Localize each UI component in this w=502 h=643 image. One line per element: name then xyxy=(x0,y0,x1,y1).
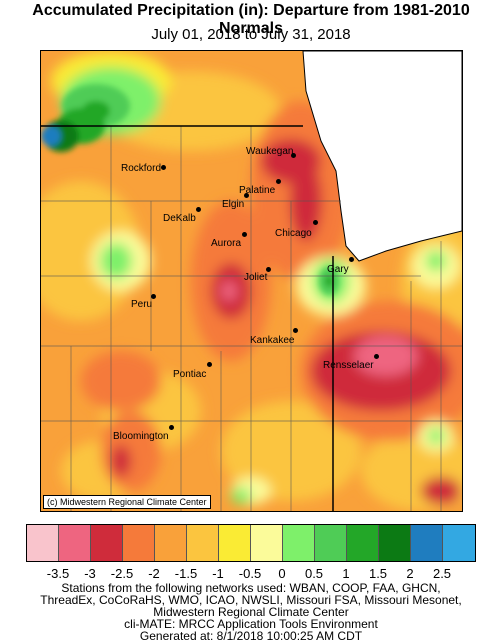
legend-tick-label: -0.5 xyxy=(238,566,262,581)
city-marker xyxy=(374,354,379,359)
city-label: DeKalb xyxy=(163,213,196,224)
city-marker xyxy=(293,328,298,333)
city-marker xyxy=(196,207,201,212)
legend-swatch xyxy=(443,525,475,561)
date-range-subtitle: July 01, 2018 to July 31, 2018 xyxy=(151,26,351,43)
legend-tick-label: -3 xyxy=(84,566,96,581)
city-label: Bloomington xyxy=(113,431,169,442)
stations-footer: Stations from the following networks use… xyxy=(0,582,502,642)
legend-swatch xyxy=(155,525,187,561)
legend-tick-label: 1 xyxy=(342,566,350,581)
city-marker xyxy=(151,294,156,299)
legend-swatch xyxy=(187,525,219,561)
legend-swatch xyxy=(219,525,251,561)
city-label: Waukegan xyxy=(246,146,294,157)
city-label: Gary xyxy=(327,264,349,275)
city-marker xyxy=(291,153,296,158)
legend-swatch xyxy=(251,525,283,561)
legend-swatch xyxy=(59,525,91,561)
legend-swatch xyxy=(283,525,315,561)
legend-tick-label: 1.5 xyxy=(368,566,388,581)
footer-line: ThreadEx, CoCoRaHS, WMO, ICAO, NWSLI, Mi… xyxy=(40,593,462,607)
legend-swatch xyxy=(27,525,59,561)
legend-tick-label: 0.5 xyxy=(304,566,324,581)
city-marker xyxy=(169,425,174,430)
legend-tick-labels: -3.5 -3 -2.5 -2 -1.5 -1 -0.5 0 0.5 1 1.5 2 2.5 xyxy=(0,566,502,582)
legend-swatch xyxy=(379,525,411,561)
footer-line: Generated at: 8/1/2018 10:00:25 AM CDT xyxy=(139,629,363,643)
city-marker xyxy=(207,362,212,367)
map-canvas xyxy=(41,51,462,511)
city-label: Kankakee xyxy=(250,335,295,346)
legend-tick-label: -2.5 xyxy=(110,566,134,581)
color-scale-legend xyxy=(26,524,476,562)
map-title: Accumulated Precipitation (in): Departur… xyxy=(32,2,470,37)
city-label: Aurora xyxy=(211,238,242,249)
legend-swatch xyxy=(315,525,347,561)
city-label: Joliet xyxy=(244,272,268,283)
legend-tick-label: -1 xyxy=(212,566,224,581)
legend-swatch xyxy=(347,525,379,561)
city-marker xyxy=(161,165,166,170)
legend-swatch xyxy=(91,525,123,561)
city-label: Chicago xyxy=(275,228,312,239)
city-label: Rensselaer xyxy=(323,360,374,371)
legend-tick-label: 2 xyxy=(406,566,414,581)
city-marker xyxy=(266,267,271,272)
footer-line: cli-MATE: MRCC Application Tools Environ… xyxy=(124,617,378,631)
footer-line: Midwestern Regional Climate Center xyxy=(153,605,349,619)
legend-swatch xyxy=(123,525,155,561)
legend-tick-label: -3.5 xyxy=(46,566,70,581)
legend-tick-label: 0 xyxy=(278,566,286,581)
precipitation-departure-map: Rockford Waukegan Palatine Elgin DeKalb Auror… xyxy=(40,50,463,512)
city-label: Peru xyxy=(131,299,153,310)
legend-tick-label: -1.5 xyxy=(174,566,198,581)
legend-tick-label: -2 xyxy=(148,566,160,581)
city-label: Elgin xyxy=(222,199,245,210)
city-marker xyxy=(276,179,281,184)
city-label: Pontiac xyxy=(173,369,207,380)
city-marker xyxy=(349,257,354,262)
city-label: Palatine xyxy=(239,185,276,196)
city-marker xyxy=(242,232,247,237)
legend-tick-label: 2.5 xyxy=(432,566,452,581)
footer-line: Stations from the following networks use… xyxy=(61,581,441,595)
map-credit: (c) Midwestern Regional Climate Center xyxy=(43,495,211,509)
city-marker xyxy=(244,193,249,198)
legend-swatch xyxy=(411,525,443,561)
city-label: Rockford xyxy=(121,163,162,174)
city-marker xyxy=(313,220,318,225)
